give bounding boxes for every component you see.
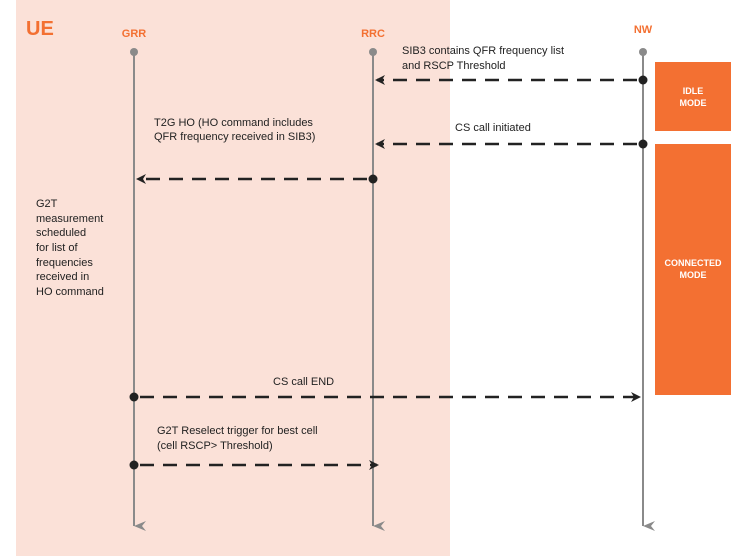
svg-text:CS call initiated: CS call initiated bbox=[455, 122, 531, 134]
svg-text:T2G HO (HO command include: T2G HO (HO command includes bbox=[154, 117, 313, 129]
lifeline-label: RRC bbox=[361, 28, 385, 40]
svg-text:CONNECTED: CONNECTED bbox=[664, 258, 722, 268]
svg-text:MODE: MODE bbox=[680, 270, 707, 280]
lifeline-label: GRR bbox=[122, 28, 147, 40]
svg-text:for list of: for list of bbox=[36, 242, 79, 254]
message-sib3: SIB3 contains QFR frequency list and RSC… bbox=[375, 45, 648, 85]
lifeline-rrc: RRC bbox=[361, 28, 385, 531]
idle-mode-box: IDLE MODE bbox=[655, 62, 731, 131]
svg-text:received in: received in bbox=[36, 271, 89, 283]
svg-text:HO command: HO command bbox=[36, 286, 104, 298]
lifeline-grr: GRR bbox=[122, 28, 147, 531]
svg-text:(cell RSCP> Threshold): (cell RSCP> Threshold) bbox=[157, 440, 273, 452]
lifeline-label: NW bbox=[634, 24, 653, 36]
svg-text:scheduled: scheduled bbox=[36, 227, 86, 239]
g2t-measurement-note: G2T measurement scheduled for list of fr… bbox=[36, 198, 104, 298]
message-cs-call-end: CS call END bbox=[129, 376, 641, 402]
ue-title: UE bbox=[26, 18, 54, 40]
message-t2g-ho: T2G HO (HO command includes QFR frequenc… bbox=[136, 117, 378, 184]
svg-text:CS call END: CS call END bbox=[273, 376, 334, 388]
svg-text:G2T Reselect trigger for best: G2T Reselect trigger for best cell bbox=[157, 425, 318, 437]
svg-text:G2T: G2T bbox=[36, 198, 58, 210]
svg-text:IDLE: IDLE bbox=[683, 86, 704, 96]
svg-text:and RSCP Threshold: and RSCP Threshold bbox=[402, 60, 506, 72]
svg-text:frequencies: frequencies bbox=[36, 257, 93, 269]
lifeline-nw: NW bbox=[634, 24, 655, 531]
connected-mode-box: CONNECTED MODE bbox=[655, 144, 731, 395]
svg-text:measurement: measurement bbox=[36, 213, 103, 225]
svg-text:MODE: MODE bbox=[680, 98, 707, 108]
message-cs-call-initiated: CS call initiated bbox=[375, 122, 648, 149]
message-g2t-reselect: G2T Reselect trigger for best cell (cell… bbox=[129, 425, 379, 470]
svg-text:QFR frequency received in SIB3: QFR frequency received in SIB3) bbox=[154, 131, 315, 143]
svg-text:SIB3 contains QFR frequency li: SIB3 contains QFR frequency list bbox=[402, 45, 564, 57]
